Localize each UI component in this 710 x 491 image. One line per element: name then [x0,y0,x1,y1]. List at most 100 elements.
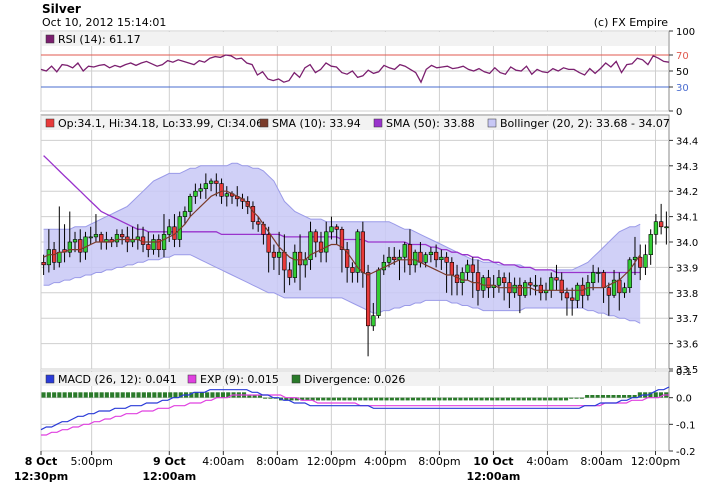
candle-up [355,231,360,273]
candle-down [339,229,345,250]
divergence-bar [94,392,99,398]
macd-line [40,386,670,431]
candle-up [209,180,214,184]
rsi-ytick-label: 100 [676,27,695,38]
divergence-bar [658,392,663,398]
candle-up [664,226,669,229]
candle-up [590,272,596,283]
candle-down [638,256,643,268]
sma10-legend-swatch [259,118,269,128]
candle-up [188,196,193,212]
candle-up [276,251,282,258]
price-ytick-label: 34.0 [676,238,698,249]
divergence-bar [616,395,621,398]
divergence-bar [141,392,146,398]
divergence-bar [569,397,574,399]
divergence-bar [57,392,62,398]
divergence-bar [384,397,389,401]
candle-down [528,282,533,286]
rsi-ytick-label: 50 [676,67,689,78]
candle-up [329,226,334,233]
xtick-label: 12:00pm [307,455,356,468]
divergence-bar [595,395,600,398]
chart-title: Silver [42,2,81,16]
xtick-label: 8:00am [580,455,622,468]
xtick-sublabel: 12:30pm [14,470,68,483]
divergence-bar [284,397,289,401]
price-ytick-label: 34.2 [676,187,698,198]
divergence-bar [263,397,268,399]
candle-down [606,287,612,296]
candle-up [627,259,632,288]
ohlc-legend-label: Op:34.1, Hi:34.18, Lo:33.99, Cl:34.06 [58,117,263,130]
divergence-bar [83,392,88,398]
candle-up [428,251,434,255]
rsi-legend-label: RSI (14): 61.17 [58,33,141,46]
candle-down [318,241,324,253]
divergence-bar [67,392,72,398]
divergence-bar [458,397,463,401]
xtick-label: 12:00pm [631,455,680,468]
divergence-bar [194,392,199,398]
candle-up [402,244,407,258]
candle-up [224,193,230,197]
rsi-ytick-label: 70 [676,51,689,62]
divergence-bar [110,392,115,398]
candle-down [407,244,413,266]
divergence-bar [73,392,78,398]
divergence-bar [99,392,104,398]
divergence-bar [104,392,109,398]
divergence-bar [474,397,479,401]
divergence-bar [52,392,57,398]
candle-up [643,254,648,268]
candle-down [392,256,397,261]
divergence-bar [294,397,299,401]
candle-down [501,277,507,284]
exp-line [41,394,669,436]
candle-down [449,261,455,276]
divergence-bar [41,392,46,398]
divergence-bar [347,397,352,401]
candle-up [413,251,418,266]
macd-ytick-label: 0.0 [676,394,692,405]
candle-up [386,256,392,263]
candle-up [114,234,120,243]
candle-down [475,272,481,291]
candle-down [334,226,339,230]
divergence-bar [199,392,204,398]
macd-legend-bg [42,372,668,386]
candle-down [344,249,350,268]
candle-down [570,297,575,301]
price-ytick-label: 34.4 [676,136,698,147]
divergence-bar [627,395,632,398]
macd-ytick-label: -0.1 [676,420,696,431]
candle-up [292,251,298,278]
divergence-bar [495,397,500,401]
divergence-bar [257,395,262,398]
divergence-bar [542,397,547,401]
divergence-bar [637,392,642,398]
sma10-legend-label: SMA (10): 33.94 [272,117,361,130]
rsi-line [40,54,670,84]
divergence-bar [426,397,431,401]
macd-legend-swatch [45,374,55,384]
candle-down [282,251,287,271]
candle-down [78,239,83,253]
divergence-bar [326,397,331,401]
divergence-bar [585,395,590,398]
divergence-bar [205,392,210,398]
candle-up [611,279,617,296]
divergence-bar [558,397,563,401]
divergence-bar [136,392,141,398]
candle-up [460,272,465,283]
candle-down [313,231,318,243]
divergence-bar [611,395,616,398]
divergence-bar [590,395,595,398]
candle-up [376,269,381,316]
candle-up [151,239,156,250]
divergence-bar [131,392,136,398]
candle-up [632,256,638,261]
candle-up [198,188,203,192]
candle-down [470,264,475,273]
